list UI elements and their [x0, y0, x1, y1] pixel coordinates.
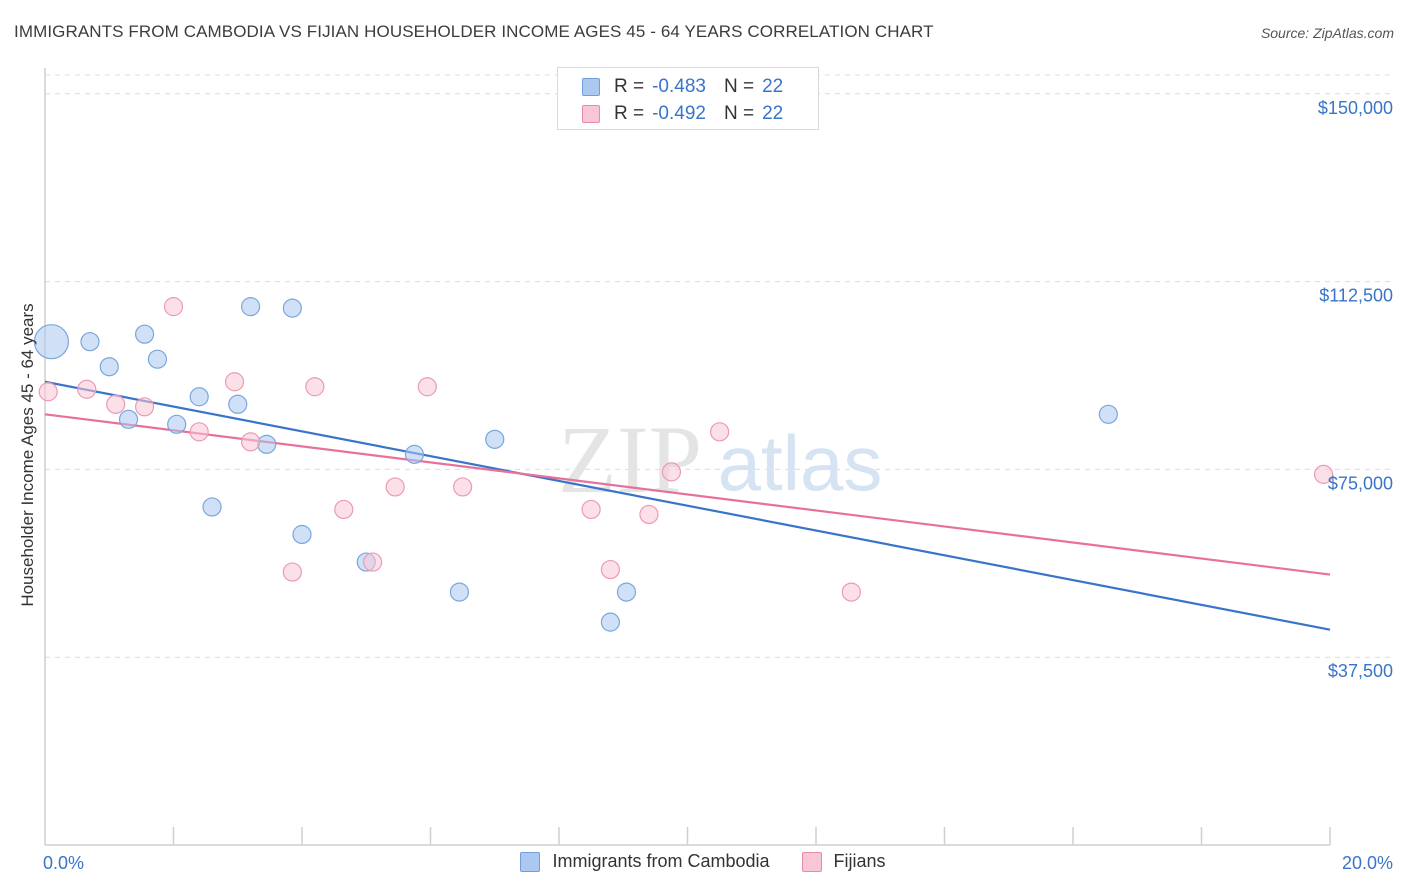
- point-fijians: [581, 499, 601, 520]
- point-fijians: [38, 382, 58, 402]
- legend-swatch-cambodia: [582, 78, 600, 96]
- y-tick-label: $75,000: [1328, 473, 1393, 493]
- point-fijians: [453, 477, 473, 497]
- point-cambodia: [241, 297, 261, 317]
- legend-r-value: -0.492: [652, 103, 706, 124]
- point-fijians: [1313, 464, 1334, 484]
- point-fijians: [639, 504, 659, 525]
- point-cambodia: [600, 612, 621, 632]
- gridlines: [45, 74, 1395, 658]
- point-fijians: [224, 372, 245, 392]
- point-fijians: [363, 552, 383, 572]
- y-axis-label: Householder Income Ages 45 - 64 years: [18, 303, 37, 607]
- watermark-atlas: atlas: [718, 419, 883, 507]
- point-cambodia: [167, 414, 187, 434]
- legend-r-label: R =: [614, 103, 645, 124]
- y-tick-label: $150,000: [1318, 98, 1393, 118]
- axes: [44, 68, 1331, 846]
- point-fijians: [106, 394, 126, 414]
- series-name-fijians: Fijians: [833, 851, 886, 871]
- point-cambodia: [202, 497, 222, 517]
- point-cambodia: [228, 394, 248, 414]
- x-tick-label: 20.0%: [1342, 853, 1393, 873]
- correlation-legend: R = -0.483 N = 22 R = -0.492 N = 22: [557, 67, 819, 130]
- source-credit: Source: ZipAtlas.com: [1260, 25, 1394, 41]
- legend-n-label: N =: [723, 103, 755, 124]
- legend-n-value: 22: [762, 103, 784, 124]
- point-fijians: [710, 422, 730, 442]
- point-fijians: [163, 297, 184, 317]
- data-points: [33, 297, 1334, 632]
- point-cambodia: [118, 409, 139, 429]
- point-fijians: [841, 582, 861, 602]
- point-cambodia: [485, 429, 505, 449]
- y-tick-label: $112,500: [1319, 286, 1393, 306]
- point-cambodia: [134, 324, 155, 344]
- point-fijians: [385, 477, 405, 497]
- legend-swatch-fijians: [582, 105, 600, 123]
- point-cambodia: [1098, 404, 1118, 424]
- point-fijians: [417, 377, 437, 397]
- point-fijians: [189, 422, 209, 442]
- tick-labels: $37,500 $75,000 $112,500 $150,000 0.0% 20.0%: [43, 98, 1393, 873]
- series-name-cambodia: Immigrants from Cambodia: [552, 851, 770, 871]
- point-fijians: [134, 397, 155, 417]
- legend-row-cambodia: R = -0.483 N = 22: [582, 75, 783, 99]
- point-cambodia: [404, 444, 425, 464]
- point-cambodia: [189, 387, 209, 407]
- legend-n-label: N =: [723, 76, 755, 97]
- legend-row-fijians: R = -0.492 N = 22: [582, 102, 783, 126]
- legend-r-label: R =: [614, 76, 645, 97]
- point-cambodia: [257, 434, 277, 454]
- point-fijians: [282, 562, 302, 582]
- trend-line-cambodia: [44, 380, 1331, 631]
- y-tick-label: $37,500: [1328, 661, 1393, 681]
- point-fijians: [600, 559, 621, 580]
- point-cambodia: [282, 298, 302, 318]
- point-cambodia: [292, 524, 312, 545]
- point-cambodia: [33, 324, 70, 360]
- point-fijians: [241, 432, 261, 452]
- point-cambodia: [147, 349, 168, 369]
- series-legend: Immigrants from Cambodia Fijians: [0, 851, 1406, 872]
- point-fijians: [77, 379, 97, 399]
- watermark-zip: ZIP: [558, 406, 702, 513]
- point-cambodia: [616, 582, 637, 602]
- series-swatch-cambodia: [520, 851, 541, 872]
- point-cambodia: [449, 582, 470, 602]
- point-fijians: [334, 499, 354, 520]
- point-cambodia: [80, 332, 100, 352]
- series-legend-cambodia[interactable]: Immigrants from Cambodia: [520, 851, 770, 872]
- series-swatch-fijians: [801, 851, 822, 872]
- x-tick-label: 0.0%: [43, 853, 84, 873]
- chart-title: IMMIGRANTS FROM CAMBODIA VS FIJIAN HOUSE…: [14, 22, 934, 41]
- point-fijians: [305, 377, 325, 397]
- legend-r-value: -0.483: [652, 76, 706, 97]
- point-fijians: [661, 462, 682, 482]
- point-cambodia: [99, 357, 119, 377]
- legend-n-value: 22: [762, 76, 784, 97]
- series-legend-fijians[interactable]: Fijians: [801, 851, 886, 872]
